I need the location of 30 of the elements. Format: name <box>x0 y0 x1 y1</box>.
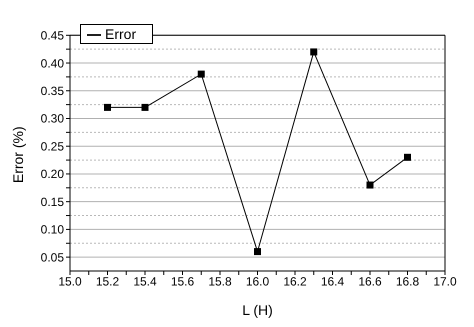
x-tick-label: 16.8 <box>396 274 420 289</box>
point <box>254 248 261 256</box>
y-axis-title: Error (%) <box>10 126 26 184</box>
y-tick-label: 0.25 <box>40 139 64 154</box>
y-tick-label: 0.05 <box>40 250 64 264</box>
y-tick-label: 0.40 <box>40 56 64 70</box>
y-tick-label: 0.20 <box>40 167 64 182</box>
point <box>142 104 148 111</box>
y-tick-label: 0.45 <box>40 28 64 43</box>
x-tick-label: 15.0 <box>58 274 82 289</box>
x-tick-label: 15.4 <box>133 274 157 289</box>
point <box>366 182 374 189</box>
x-tick-label: 16.2 <box>283 274 307 289</box>
x-tick-label: 15.6 <box>170 274 194 289</box>
x-tick-label: 16.4 <box>320 274 344 289</box>
point <box>310 48 318 56</box>
y-tick-label: 0.15 <box>40 194 64 209</box>
x-axis-title: L (H) <box>242 302 273 318</box>
x-tick-label: 16.0 <box>246 274 270 289</box>
point <box>198 70 205 78</box>
x-tick-label: 15.8 <box>208 274 232 289</box>
x-tick-label: 17.0 <box>433 274 457 289</box>
x-tick-label: 15.2 <box>96 274 120 289</box>
y-tick-label: 0.30 <box>40 112 64 126</box>
y-tick-label: 0.35 <box>40 84 64 98</box>
y-tick-label: 0.10 <box>40 222 64 237</box>
x-tick-label: 16.6 <box>358 274 382 289</box>
point <box>104 104 111 111</box>
legend-label: Error <box>105 26 136 42</box>
point <box>404 154 411 161</box>
